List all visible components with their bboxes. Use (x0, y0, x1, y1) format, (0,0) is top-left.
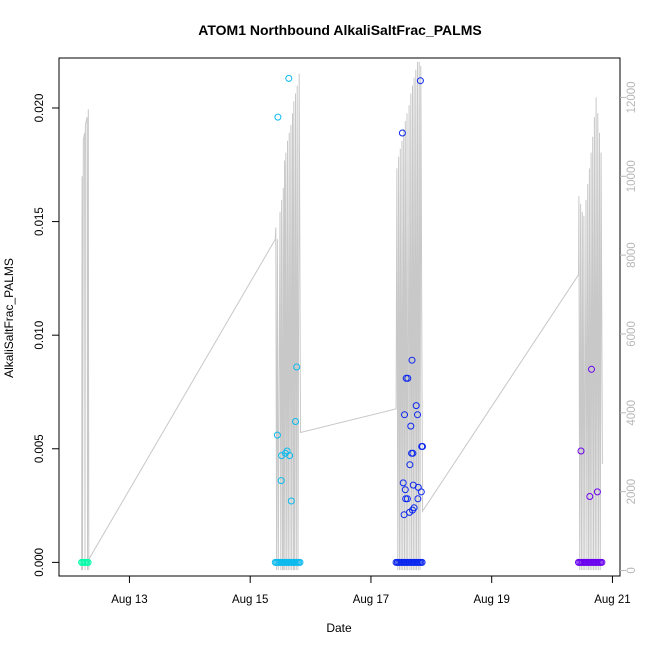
zero-value-series (78, 558, 606, 566)
right-y-tick-label: 6000 (626, 321, 638, 347)
y-tick-label: 0.020 (34, 94, 46, 123)
y-tick-label: 0.005 (34, 434, 46, 463)
right-y-tick-label: 4000 (626, 400, 638, 426)
data-point-flight-2 (277, 477, 285, 485)
zero-point-flight-2 (296, 558, 304, 566)
x-tick-label: Aug 13 (111, 594, 147, 606)
y-axis: 0.000 0.005 0.010 0.015 0.020 (34, 94, 59, 577)
x-tick-label: Aug 19 (473, 594, 509, 606)
data-point-flight-3 (417, 488, 425, 496)
data-point-flight-3 (403, 495, 411, 503)
plot-frame (58, 57, 621, 577)
y-tick-label: 0.000 (34, 548, 46, 577)
data-point-flight-3 (399, 479, 407, 487)
zero-point-flight-3 (418, 558, 426, 566)
data-point-flight-3 (414, 411, 421, 419)
data-point-flight-4 (588, 365, 595, 373)
data-point-flight-3 (414, 495, 422, 503)
right-y-tick-label: 8000 (626, 242, 638, 268)
y-tick-label: 0.015 (34, 207, 46, 236)
data-point-flight-2 (274, 113, 282, 121)
data-point-flight-3 (408, 449, 416, 457)
data-point-flight-2 (287, 497, 295, 505)
data-point-flight-3 (400, 511, 408, 519)
data-point-flight-2 (273, 431, 281, 439)
right-y-tick-label: 12000 (626, 81, 638, 113)
data-point-flight-2 (278, 452, 286, 460)
data-point-flight-3 (416, 77, 424, 85)
data-point-flight-2 (281, 449, 289, 457)
data-point-flight-3 (418, 443, 426, 450)
data-point-flight-3 (406, 461, 414, 469)
y-tick-label: 0.010 (34, 321, 46, 350)
data-point-flight-4 (586, 493, 594, 500)
data-point-flight-3 (412, 402, 420, 410)
data-point-flight-3 (401, 411, 408, 419)
altitude-series (81, 61, 603, 571)
data-point-flight-2 (286, 452, 294, 460)
chart-title: ATOM1 Northbound AlkaliSaltFrac_PALMS (198, 22, 481, 38)
data-point-flight-3 (398, 129, 406, 137)
data-point-flight-2 (285, 74, 293, 82)
zero-point-flight-4 (598, 558, 606, 566)
x-tick-label: Aug 15 (232, 594, 268, 606)
x-axis-label: Date (326, 621, 352, 635)
right-y-tick-label: 2000 (626, 479, 638, 505)
right-y-tick-label: 0 (626, 567, 638, 573)
data-point-flight-3 (408, 356, 416, 364)
altitude-line (81, 61, 603, 571)
right-y-axis: 0 2000 4000 6000 8000 10000 12000 (620, 81, 638, 574)
x-axis: Aug 13 Aug 15 Aug 17 Aug 19 Aug 21 (111, 575, 631, 606)
y-axis-label: AlkaliSaltFrac_PALMS (2, 258, 16, 378)
data-point-flight-4 (593, 488, 601, 496)
data-point-flight-3 (407, 422, 415, 430)
data-point-flight-3 (401, 486, 409, 494)
data-point-flight-2 (293, 363, 301, 371)
right-y-tick-label: 10000 (626, 160, 638, 192)
data-point-flight-3 (402, 374, 410, 382)
x-tick-label: Aug 17 (353, 594, 389, 606)
data-points (273, 74, 601, 519)
data-point-flight-4 (577, 447, 585, 455)
zero-point-flight-1 (84, 558, 92, 566)
x-tick-label: Aug 21 (594, 594, 630, 606)
data-point-flight-2 (292, 418, 299, 425)
